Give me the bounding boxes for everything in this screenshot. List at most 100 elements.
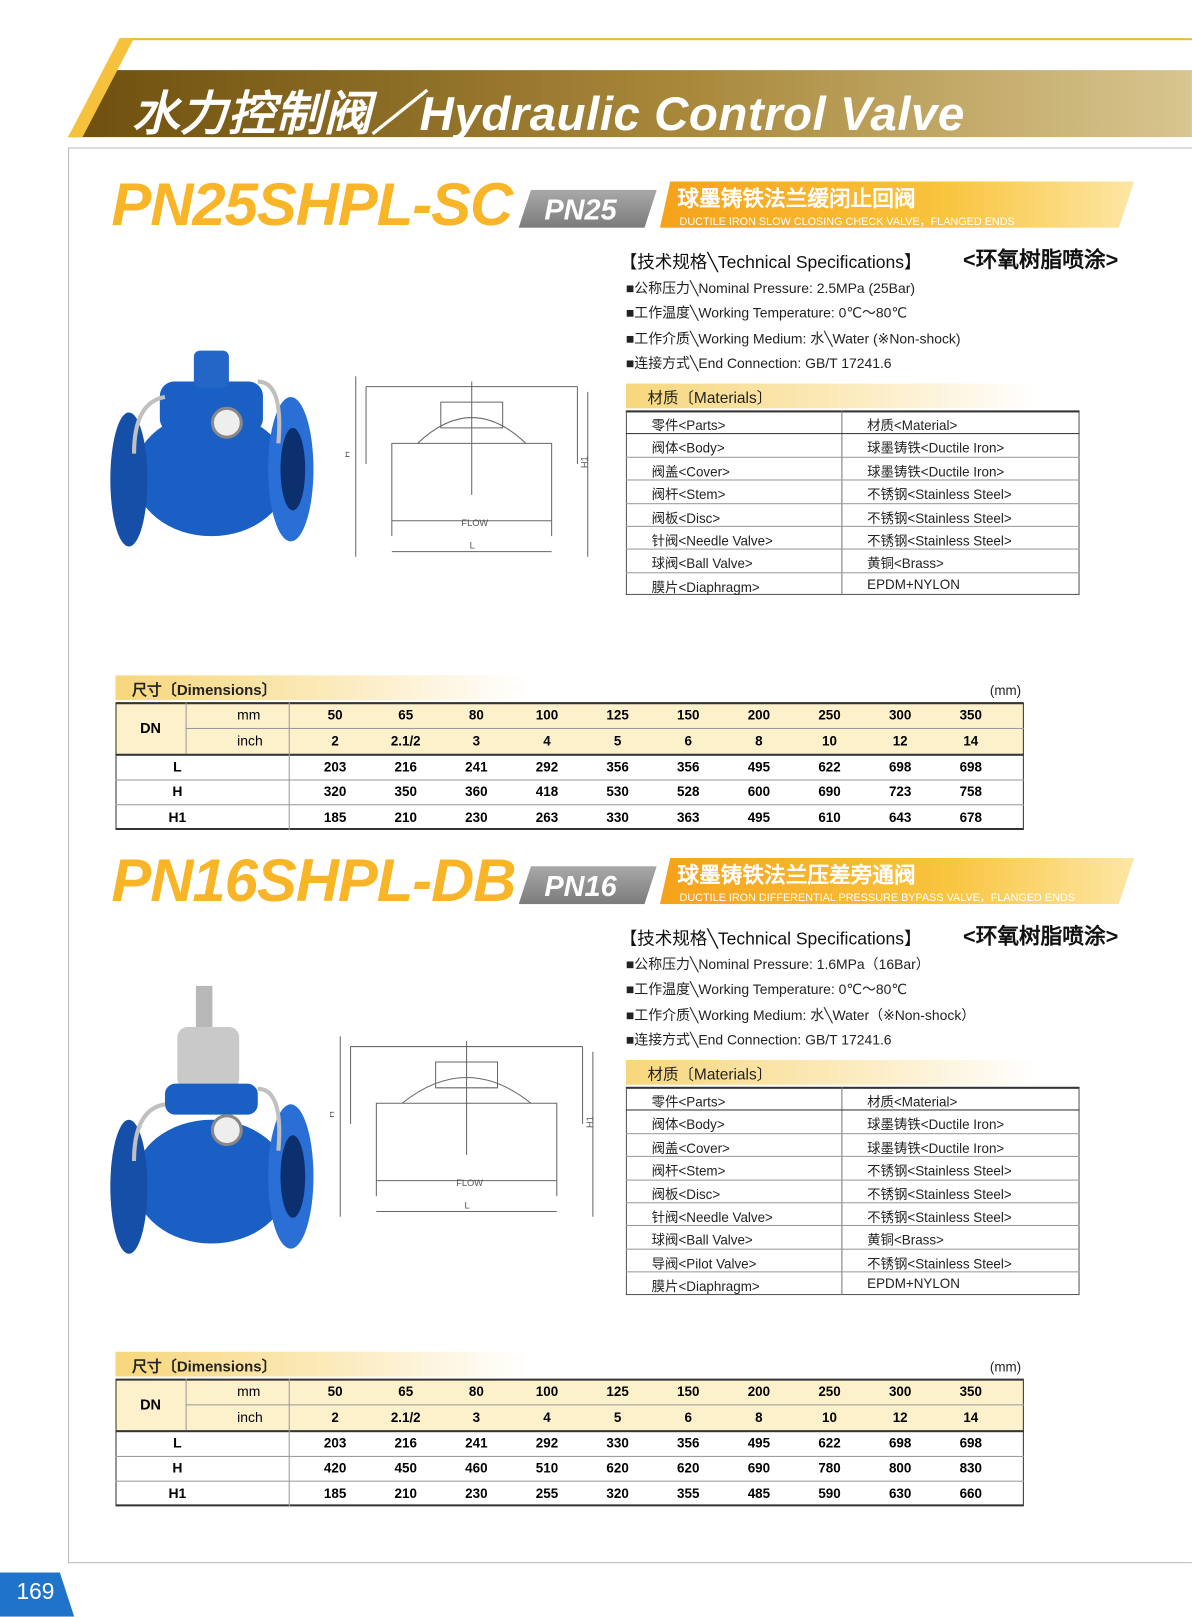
materials-cell: 不锈钢<Stainless Steel> xyxy=(867,1255,1012,1272)
mm-label: mm xyxy=(237,1383,261,1400)
dn-inch: 2 xyxy=(331,733,339,749)
dn-inch: 5 xyxy=(613,733,622,749)
gauge xyxy=(210,406,243,439)
materials-row-line xyxy=(625,479,1080,481)
dn-inch: 8 xyxy=(755,733,763,749)
dn-inch: 5 xyxy=(613,1409,622,1425)
dimension-value: 495 xyxy=(747,758,771,775)
materials-title: 材质〔Materials〕 xyxy=(647,1066,773,1084)
dimensions-row-line xyxy=(115,778,1024,781)
product-image xyxy=(110,985,314,1254)
dn-mm: 150 xyxy=(677,1383,700,1400)
dn-mm: 80 xyxy=(468,1383,484,1400)
materials-cell: EPDM+NYLON xyxy=(867,576,960,592)
materials-cell: 不锈钢<Stainless Steel> xyxy=(867,1209,1012,1225)
product-section: PN25SHPL-SC PN25 球墨铸铁法兰缓闭止回阀 DUCTILE IRON S… xyxy=(0,0,1192,830)
dimension-value: 216 xyxy=(394,758,417,775)
drawing-label-flow: FLOW xyxy=(461,518,488,528)
valve-flange-left xyxy=(110,1119,148,1254)
dimension-value: 203 xyxy=(323,1435,347,1451)
materials-row-line xyxy=(625,1132,1080,1135)
dn-mm: 250 xyxy=(818,707,841,723)
valve-body xyxy=(134,1119,289,1244)
materials-cell: 阀盖<Cover> xyxy=(651,1140,730,1156)
gauge xyxy=(210,1114,243,1147)
valve-flange-left xyxy=(110,412,148,547)
dimension-value: 495 xyxy=(747,1435,771,1451)
dn-label: DN xyxy=(140,719,161,737)
materials-cell: 膜片<Diaphragm> xyxy=(651,1278,760,1295)
materials-cell: EPDM+NYLON xyxy=(867,1275,960,1292)
materials-row-line xyxy=(625,1109,1080,1111)
spec-title: 【技术规格╲Technical Specifications】 xyxy=(619,252,922,273)
dimension-value: 698 xyxy=(959,758,982,775)
materials-cell: 黄铜<Brass> xyxy=(867,556,944,572)
spec-item: ■公称压力╲Nominal Pressure: 1.6MPa（16Bar） xyxy=(625,956,930,973)
dimension-value: 510 xyxy=(535,1460,559,1476)
dimension-value: 210 xyxy=(394,809,417,825)
materials-row-line xyxy=(625,502,1080,504)
dimensions-header-bg xyxy=(115,1378,1024,1431)
drawing-label-flow: FLOW xyxy=(456,1178,483,1188)
materials-row-line xyxy=(625,1225,1080,1227)
drawing-label-h: H xyxy=(330,1111,336,1118)
materials-row-line xyxy=(625,1271,1080,1273)
dimension-value: 360 xyxy=(465,783,488,800)
dn-inch: 10 xyxy=(822,1409,837,1425)
dimension-value: 203 xyxy=(323,758,347,775)
dn-inch: 4 xyxy=(543,1409,551,1425)
coating: <环氧树脂喷涂> xyxy=(963,248,1119,273)
dn-mm: 125 xyxy=(606,1383,629,1400)
technical-drawing: FLOW L H H1 xyxy=(330,1036,595,1217)
dimension-row-label: H1 xyxy=(168,1485,187,1502)
pilot-tube xyxy=(131,379,282,454)
spec-item: ■连接方式╲End Connection: GB/T 17241.6 xyxy=(625,355,892,372)
dimension-value: 622 xyxy=(818,1435,841,1451)
materials-cell: 不锈钢<Stainless Steel> xyxy=(867,1163,1012,1179)
dimension-value: 216 xyxy=(394,1435,417,1451)
dn-mm: 200 xyxy=(747,707,771,723)
dimensions-col-line xyxy=(288,702,290,830)
drawing-label-h: H xyxy=(345,451,351,458)
header-band xyxy=(68,38,1192,138)
materials-cell: 球阀<Ball Valve> xyxy=(651,556,753,572)
pn-badge: PN16 xyxy=(544,870,617,903)
dimensions-unit: (mm) xyxy=(989,682,1022,699)
materials-table xyxy=(625,1086,1080,1295)
spec-item: ■工作温度╲Working Temperature: 0℃～80℃ xyxy=(625,982,908,998)
materials-cell: 球墨铸铁<Ductile Iron> xyxy=(867,1140,1005,1156)
materials-cell: 不锈钢<Stainless Steel> xyxy=(867,486,1012,503)
dimension-row-label: L xyxy=(173,758,182,775)
dn-label: DN xyxy=(140,1396,161,1413)
dimensions-unit: (mm) xyxy=(989,1358,1022,1375)
inch-label: inch xyxy=(237,1409,263,1425)
dimension-value: 420 xyxy=(323,1460,347,1476)
drawing-body xyxy=(391,381,553,537)
dn-mm: 100 xyxy=(535,707,559,723)
mm-label: mm xyxy=(237,707,261,723)
drawing-label-h1: H1 xyxy=(580,456,590,468)
pn-badge: PN25 xyxy=(544,193,617,226)
dimension-value: 600 xyxy=(747,783,771,800)
dimension-value: 241 xyxy=(465,758,488,775)
materials-cell: 膜片<Diaphragm> xyxy=(651,579,760,595)
dn-inch: 14 xyxy=(963,1409,979,1425)
dimension-value: 330 xyxy=(606,809,629,825)
dimension-value: 620 xyxy=(677,1460,700,1476)
materials-cell: 球墨铸铁<Ductile Iron> xyxy=(867,463,1005,480)
dn-inch: 8 xyxy=(755,1409,763,1425)
dimension-value: 450 xyxy=(394,1460,417,1476)
dn-inch: 14 xyxy=(963,733,979,749)
dimension-value: 630 xyxy=(888,1485,912,1502)
materials-cell: 球墨铸铁<Ductile Iron> xyxy=(867,1117,1005,1133)
dn-mm: 300 xyxy=(888,707,912,723)
dimension-value: 185 xyxy=(323,1485,347,1502)
drawing-body xyxy=(375,1041,558,1197)
materials-cell: 针阀<Needle Valve> xyxy=(651,1209,773,1225)
materials-cell: 阀板<Disc> xyxy=(651,1186,721,1202)
materials-cell: 球阀<Ball Valve> xyxy=(651,1232,753,1249)
materials-title: 材质〔Materials〕 xyxy=(647,389,773,408)
dn-mm: 150 xyxy=(677,707,700,723)
dimension-value: 350 xyxy=(394,783,417,800)
dimension-value: 698 xyxy=(959,1435,982,1451)
